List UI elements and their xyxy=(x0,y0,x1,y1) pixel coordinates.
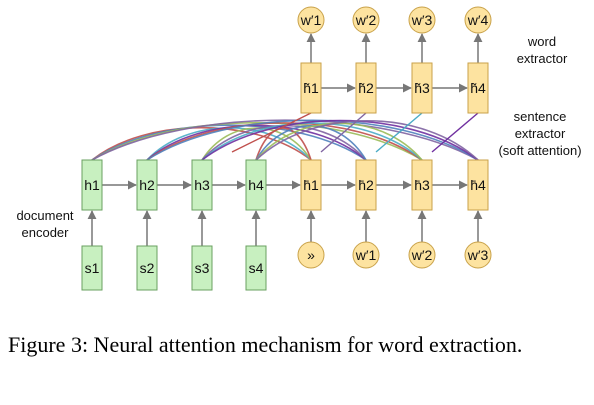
encoder-node-3-label: h3 xyxy=(194,177,210,193)
decoder-input-node-4: w′3 xyxy=(464,241,492,269)
word-output-node-4: w′4 xyxy=(464,6,492,34)
attention-curve xyxy=(201,119,479,161)
sentence-hidden-node-4: h̄4 xyxy=(467,159,489,211)
decoder-input-node-4-label: w′3 xyxy=(467,247,489,263)
attention-curve xyxy=(146,124,367,161)
word-hidden-node-1: h̃1 xyxy=(300,62,322,114)
encoder-node-2: h2 xyxy=(136,159,158,211)
decoder-input-node-3: w′2 xyxy=(408,241,436,269)
sentence-hidden-node-1: h̄1 xyxy=(300,159,322,211)
word-hidden-node-4-label: h̃4 xyxy=(470,80,486,96)
input-node-1-label: s1 xyxy=(85,260,100,276)
word-context-link xyxy=(431,112,479,153)
word-output-node-3: w′3 xyxy=(408,6,436,34)
encoder-node-1-label: h1 xyxy=(84,177,100,193)
word-output-node-1: w′1 xyxy=(297,6,325,34)
attention-curve xyxy=(91,124,367,161)
attention-diagram: s1 s2 s3 s4 h1 h2 h3 h4 h̄1 h̄2 h̄3 h̄4 h̃1 h̃2 h̃3 h̃4… xyxy=(16,6,582,291)
figure-caption: Figure 3: Neural attention mechanism for… xyxy=(8,332,523,357)
attention-curve xyxy=(146,119,479,161)
encoder-node-2-label: h2 xyxy=(139,177,155,193)
sentence-hidden-node-1-label: h̄1 xyxy=(303,177,319,193)
decoder-input-node-1: » xyxy=(297,241,325,269)
word-output-node-1-label: w′1 xyxy=(300,12,322,28)
sentence-extractor-label-line1: sentence xyxy=(514,109,567,124)
decoder-input-node-1-label: » xyxy=(307,247,315,263)
input-node-4: s4 xyxy=(245,245,267,291)
word-output-node-3-label: w′3 xyxy=(411,12,433,28)
word-extractor-label-line1: word xyxy=(527,34,556,49)
word-hidden-node-1-label: h̃1 xyxy=(303,80,319,96)
input-node-2: s2 xyxy=(136,245,158,291)
word-context-link xyxy=(375,112,423,153)
attention-curve xyxy=(201,122,423,161)
word-output-node-4-label: w′4 xyxy=(467,12,489,28)
attention-curve xyxy=(255,120,479,161)
sentence-hidden-node-2: h̄2 xyxy=(355,159,377,211)
encoder-node-4-label: h4 xyxy=(248,177,264,193)
sentence-extractor-label-line2: extractor xyxy=(515,126,566,141)
attention-curve xyxy=(91,126,312,161)
sentence-hidden-node-3: h̄3 xyxy=(411,159,433,211)
word-hidden-node-2: h̃2 xyxy=(355,62,377,114)
word-extractor-label-line2: extractor xyxy=(517,51,568,66)
sentence-hidden-node-3-label: h̄3 xyxy=(414,177,430,193)
input-node-4-label: s4 xyxy=(249,260,264,276)
word-hidden-node-3: h̃3 xyxy=(411,62,433,114)
document-encoder-label-line1: document xyxy=(16,208,73,223)
input-node-2-label: s2 xyxy=(140,260,155,276)
sentence-hidden-node-2-label: h̄2 xyxy=(358,177,374,193)
attention-curves xyxy=(91,112,479,161)
word-output-node-2-label: w′2 xyxy=(355,12,377,28)
attention-curve xyxy=(91,119,479,161)
sentence-hidden-node-4-label: h̄4 xyxy=(470,177,486,193)
decoder-input-node-2: w′1 xyxy=(352,241,380,269)
word-context-link xyxy=(231,112,312,153)
input-node-3-label: s3 xyxy=(195,260,210,276)
sentence-extractor-label-line3: (soft attention) xyxy=(498,143,581,158)
arrows-layer xyxy=(87,33,483,246)
word-output-node-2: w′2 xyxy=(352,6,380,34)
word-hidden-node-4: h̃4 xyxy=(467,62,489,114)
encoder-node-3: h3 xyxy=(191,159,213,211)
input-node-1: s1 xyxy=(81,245,103,291)
decoder-input-node-3-label: w′2 xyxy=(411,247,433,263)
decoder-input-node-2-label: w′1 xyxy=(355,247,377,263)
word-context-link xyxy=(320,112,367,153)
attention-curve xyxy=(146,122,423,161)
encoder-node-4: h4 xyxy=(245,159,267,211)
word-hidden-node-3-label: h̃3 xyxy=(414,80,430,96)
document-encoder-label-line2: encoder xyxy=(22,225,70,240)
encoder-node-1: h1 xyxy=(81,159,103,211)
attention-curve xyxy=(255,127,312,161)
input-node-3: s3 xyxy=(191,245,213,291)
nodes-layer: s1 s2 s3 s4 h1 h2 h3 h4 h̄1 h̄2 h̄3 h̄4 h̃1 h̃2 h̃3 h̃4… xyxy=(81,6,492,291)
word-hidden-node-2-label: h̃2 xyxy=(358,80,374,96)
